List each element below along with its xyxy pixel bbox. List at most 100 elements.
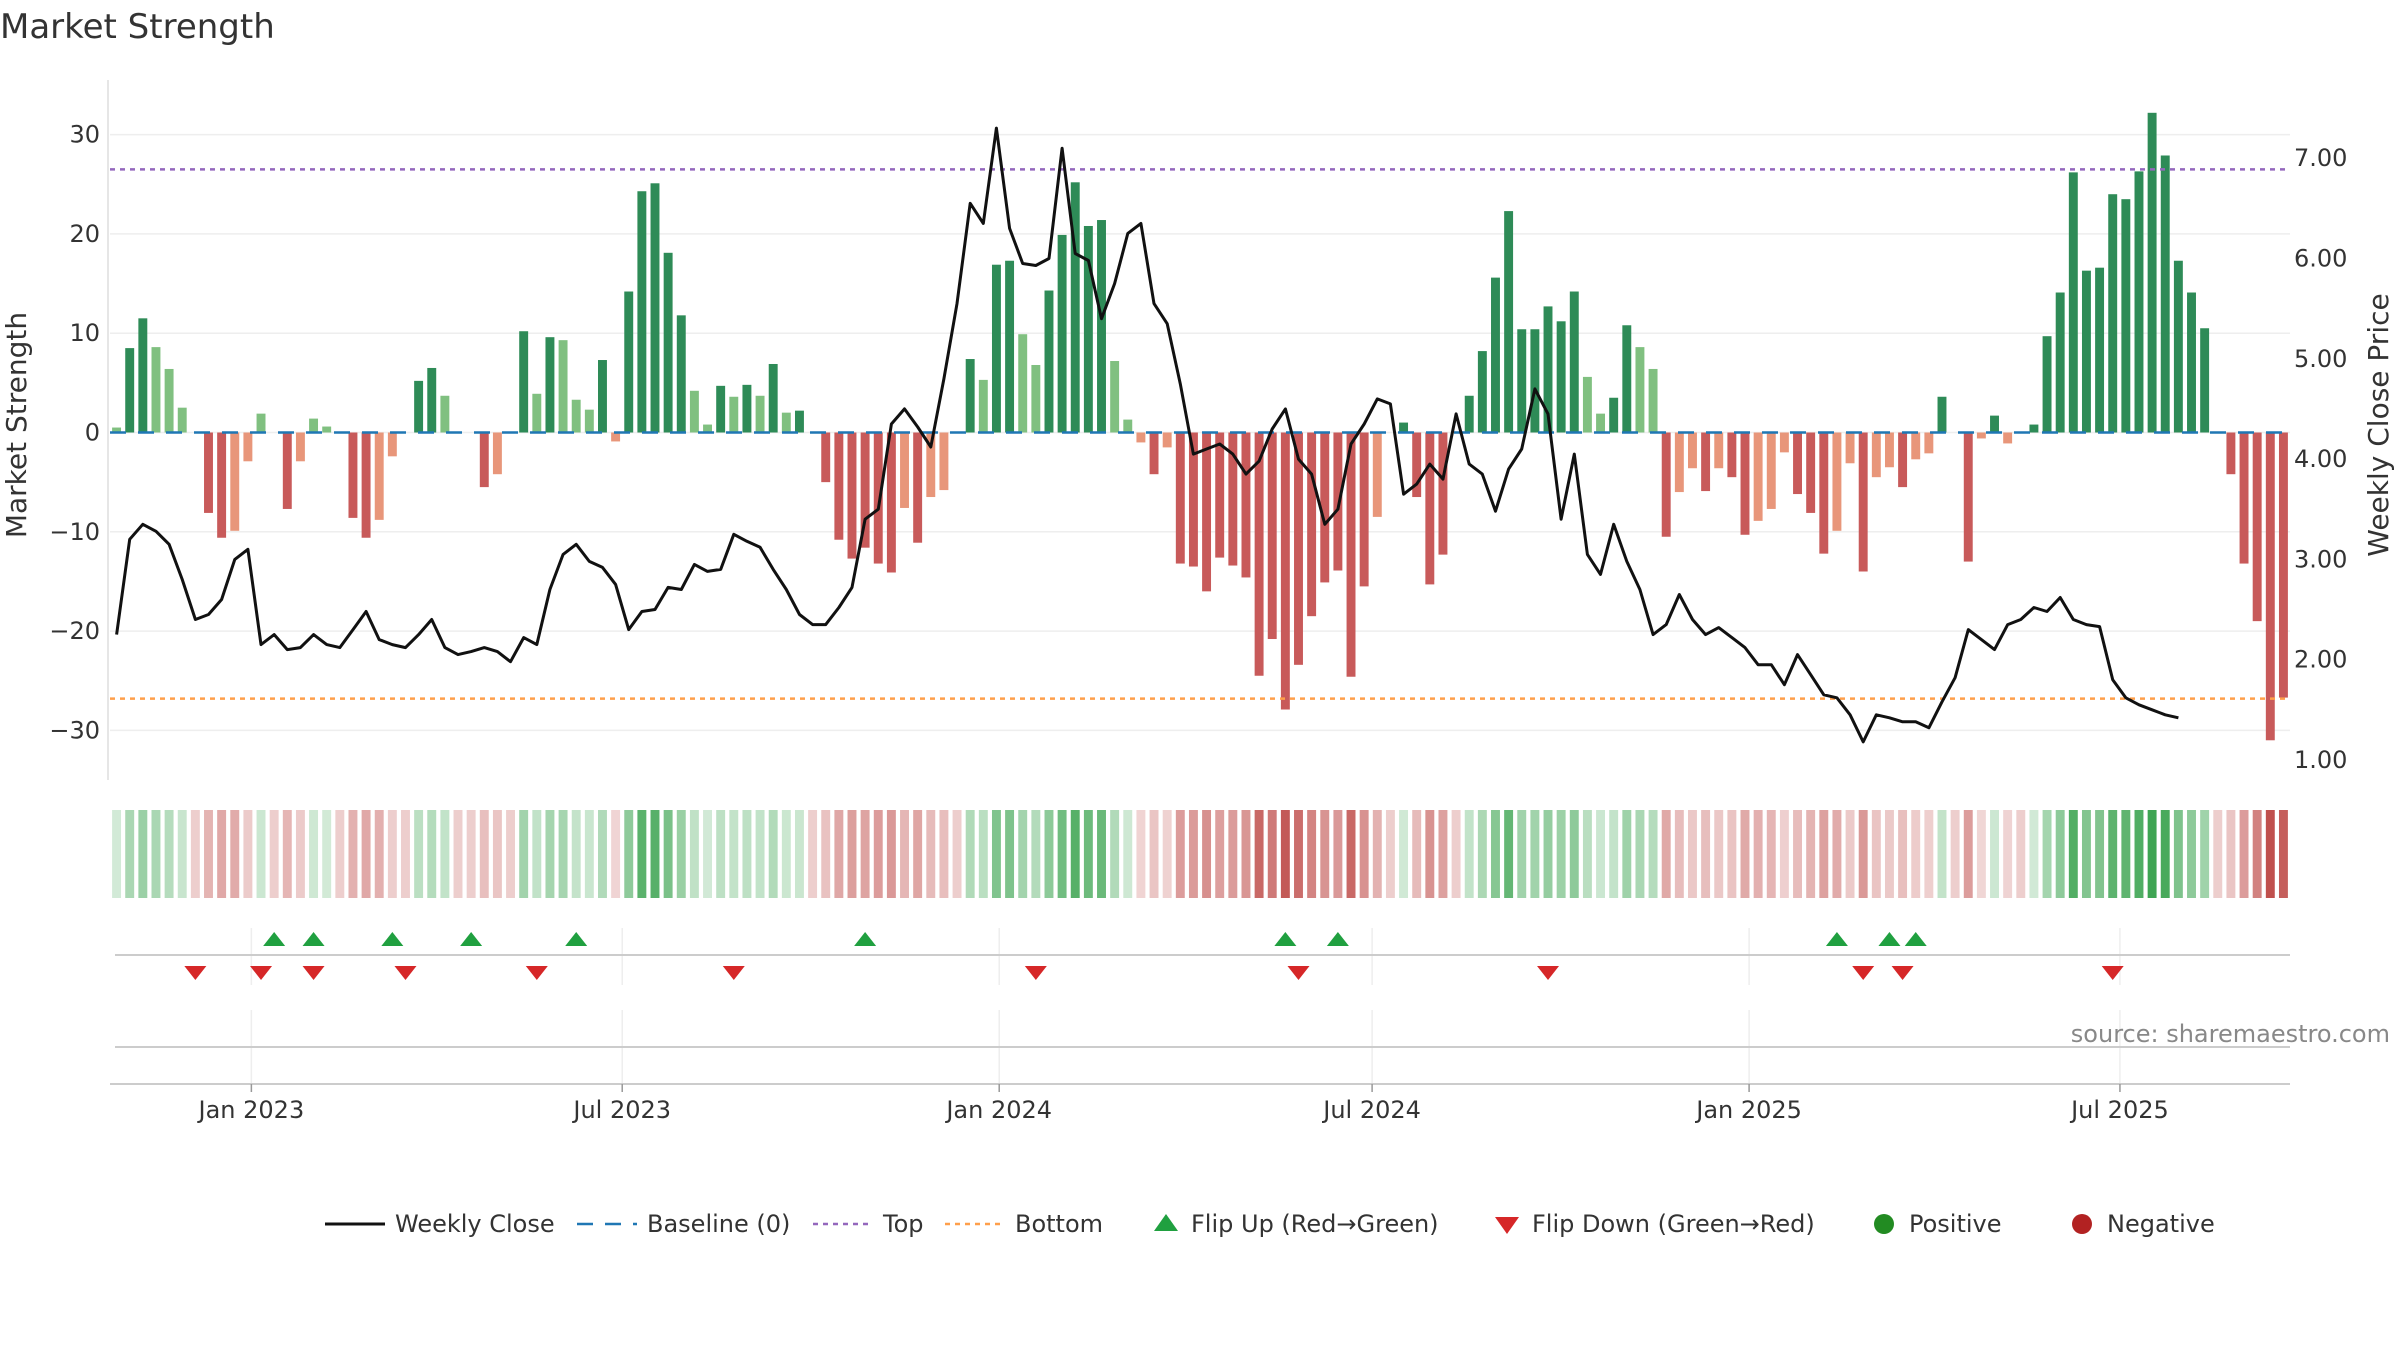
strength-bar bbox=[1202, 432, 1212, 592]
heat-cell bbox=[900, 810, 909, 898]
x-tick-label: Jul 2025 bbox=[2069, 1096, 2169, 1124]
strength-bar bbox=[1556, 321, 1566, 433]
heat-cell bbox=[1110, 810, 1120, 898]
strength-bar bbox=[1622, 325, 1632, 433]
heat-cell bbox=[125, 810, 135, 898]
strength-bar bbox=[1806, 432, 1816, 513]
strength-bar bbox=[414, 380, 424, 433]
strength-bar bbox=[558, 340, 568, 433]
legend: Weekly Close Baseline (0) Top Bottom Flip Up… bbox=[325, 1210, 2215, 1238]
heat-cell bbox=[2239, 810, 2249, 898]
flip-up-marker bbox=[1326, 932, 1349, 946]
heat-cell bbox=[2095, 810, 2105, 898]
heat-cell bbox=[1280, 810, 1290, 898]
heat-cell bbox=[2213, 810, 2223, 898]
strength-bar bbox=[2173, 260, 2183, 433]
strength-bar bbox=[1779, 432, 1789, 453]
strength-bar bbox=[689, 390, 699, 433]
strength-bar bbox=[1911, 432, 1921, 460]
heat-cell bbox=[427, 810, 437, 898]
heat-cell bbox=[177, 810, 187, 898]
heat-cell bbox=[1477, 810, 1487, 898]
heat-cell bbox=[1990, 810, 1999, 898]
heat-cell bbox=[965, 810, 975, 898]
strength-bar bbox=[532, 393, 542, 433]
heat-cell bbox=[532, 810, 542, 898]
heat-cell bbox=[2055, 810, 2065, 898]
heat-cell bbox=[676, 810, 686, 898]
strength-bar bbox=[663, 252, 673, 433]
heat-cell bbox=[584, 810, 594, 898]
heat-cell bbox=[1070, 810, 1080, 898]
heat-cell bbox=[781, 810, 791, 898]
heat-cell bbox=[1228, 810, 1238, 898]
heat-cell bbox=[1451, 810, 1461, 898]
heat-cell bbox=[1793, 810, 1802, 898]
legend-label: Bottom bbox=[1015, 1210, 1103, 1238]
heat-cell bbox=[1215, 810, 1225, 898]
strength-bar bbox=[309, 418, 319, 433]
heat-cell bbox=[1044, 810, 1054, 898]
strength-bar bbox=[1162, 432, 1172, 448]
strength-bar bbox=[571, 399, 581, 433]
strength-bar bbox=[1070, 182, 1080, 433]
heat-cell bbox=[1884, 810, 1894, 898]
flip-up-marker bbox=[381, 932, 404, 946]
flip-markers-panel bbox=[115, 928, 2290, 985]
strength-bar bbox=[1898, 432, 1908, 488]
strength-bar bbox=[1149, 432, 1159, 475]
heat-cell bbox=[1871, 810, 1881, 898]
strength-bar bbox=[1753, 432, 1763, 521]
strength-bar bbox=[295, 432, 305, 462]
heat-cell bbox=[1596, 810, 1606, 898]
heat-cell bbox=[2029, 810, 2039, 898]
x-tick-label: Jul 2023 bbox=[571, 1096, 671, 1124]
strength-bar bbox=[1937, 396, 1947, 433]
strength-bar bbox=[243, 432, 253, 462]
left-tick-label: 10 bbox=[69, 319, 100, 347]
strength-bar bbox=[1333, 432, 1343, 571]
flip-down-marker bbox=[184, 966, 207, 980]
heat-cell bbox=[440, 810, 450, 898]
heat-cell bbox=[1661, 810, 1671, 898]
flip-down-marker bbox=[1852, 966, 1875, 980]
chart-title: Market Strength bbox=[0, 7, 275, 47]
heat-cell bbox=[1569, 810, 1579, 898]
heat-cell bbox=[1057, 810, 1067, 898]
strength-bar bbox=[703, 424, 712, 433]
heat-cell bbox=[453, 810, 463, 898]
strength-bar bbox=[1477, 351, 1487, 433]
strength-bar bbox=[1307, 432, 1317, 617]
strength-bar bbox=[1596, 413, 1606, 433]
strength-bar bbox=[1123, 419, 1133, 433]
heat-cell bbox=[1359, 810, 1369, 898]
heat-cell bbox=[164, 810, 174, 898]
heat-cell bbox=[282, 810, 292, 898]
flip-down-marker bbox=[1891, 966, 1914, 980]
legend-label: Baseline (0) bbox=[647, 1210, 790, 1238]
flip-down-marker bbox=[1287, 966, 1310, 980]
strength-bar bbox=[1267, 432, 1277, 640]
heat-cell bbox=[1517, 810, 1527, 898]
heat-cell bbox=[598, 810, 607, 898]
strength-bar bbox=[2278, 432, 2288, 698]
heat-cell bbox=[1530, 810, 1540, 898]
strength-bar bbox=[1884, 432, 1894, 468]
right-tick-label: 2.00 bbox=[2294, 646, 2347, 674]
strength-bar bbox=[1582, 376, 1592, 433]
heat-cell bbox=[860, 810, 870, 898]
strength-bar bbox=[492, 432, 502, 475]
heat-cell bbox=[322, 810, 332, 898]
strength-bar bbox=[1412, 432, 1422, 498]
heat-cell bbox=[401, 810, 410, 898]
strength-bar bbox=[1793, 432, 1802, 495]
heat-cell bbox=[1188, 810, 1198, 898]
heat-cell bbox=[1556, 810, 1566, 898]
strength-bar bbox=[978, 379, 988, 433]
strength-bar bbox=[2108, 194, 2118, 433]
strength-bar bbox=[611, 432, 621, 442]
heat-cell bbox=[873, 810, 883, 898]
strength-bar bbox=[204, 432, 213, 513]
heat-cell bbox=[1504, 810, 1514, 898]
